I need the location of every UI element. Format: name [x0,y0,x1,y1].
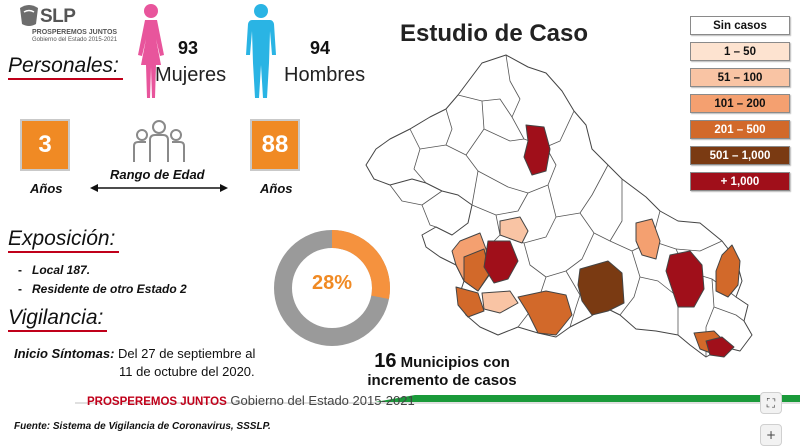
municipality-map [365,54,753,358]
municipality-orange-light [481,290,519,314]
exposicion-list: Local 187. Residente de otro Estado 2 [18,263,187,301]
inicio-sintomas: Inicio Síntomas: Del 27 de septiembre al… [14,345,255,381]
fit-screen-button[interactable]: ⛶ [760,392,782,414]
legend-item: 201 – 500 [690,120,790,139]
municipality-brown [577,260,625,316]
municipios-count: 16 Municipios con incremento de casos [332,350,552,390]
legend-item: 1 – 50 [690,42,790,61]
age-range-label: Rango de Edad [110,167,205,182]
max-age-box: 88 [250,119,300,171]
exposicion-item: Local 187. [18,263,187,277]
donut-fill-arc [274,230,390,346]
municipality-red [523,124,551,176]
municipality-red [665,250,705,308]
footer-gov: Gobierno del Estado 2015-2021 [230,393,415,408]
female-figure-icon [138,4,164,98]
municipios-line1: Municipios con [400,354,510,371]
legend-item: + 1,000 [690,172,790,191]
municipality-red [705,336,735,358]
municipality-orange-dark [455,286,485,318]
inicio-sintomas-line1: Del 27 de septiembre al [118,346,256,361]
legend-item: 51 – 100 [690,68,790,87]
hombres-label: Hombres [284,64,366,86]
plus-icon: + [765,428,777,442]
footer-pj: PROSPEREMOS JUNTOS [87,396,227,408]
logo-brand: SLP [40,6,76,27]
range-arrow-icon [90,184,228,192]
zoom-in-button[interactable]: + [760,424,782,446]
footer-bar [75,395,800,404]
personales-label: Personales: [8,54,123,80]
min-age-box: 3 [20,119,70,171]
exposicion-label: Exposición: [8,227,120,253]
municipality-orange-dark [463,248,491,292]
male-figure-icon [246,4,276,98]
legend-item: 501 – 1,000 [690,146,790,165]
logo-government: Gobierno del Estado 2015-2021 [32,37,118,43]
municipios-number: 16 [374,350,397,372]
source-note: Fuente: Sistema de Vigilancia de Coronav… [14,421,271,432]
exposicion-item: Residente de otro Estado 2 [18,282,187,296]
people-group-icon [133,120,185,162]
page-title: Estudio de Caso [400,20,589,47]
max-age-unit: Años [260,181,293,196]
municipality-orange-light [635,218,661,260]
footer-slogan: PROSPEREMOS JUNTOS Gobierno del Estado 2… [87,393,415,408]
legend-item: Sin casos [690,16,790,35]
municipality-borders [389,54,745,357]
logo-slogan: PROSPEREMOS JUNTOS [32,29,118,36]
slp-crest-icon [20,5,38,26]
percentage-donut [274,230,390,346]
mujeres-count: 93 [178,38,199,58]
fit-screen-icon: ⛶ [766,395,776,410]
mujeres-label: Mujeres [155,64,227,86]
donut-value: 28% [311,272,353,294]
municipality-orange-dark [715,244,741,298]
slp-logo: SLP PROSPEREMOS JUNTOS Gobierno del Esta… [8,4,117,48]
min-age-unit: Años [30,181,63,196]
vigilancia-label: Vigilancia: [8,306,108,332]
inicio-sintomas-line2: 11 de octubre del 2020. [119,364,255,379]
municipality-orange-dark [517,290,573,336]
municipality-orange-light [499,216,529,244]
municipios-line2: incremento de casos [367,372,517,389]
inicio-sintomas-label: Inicio Síntomas: [14,346,115,361]
hombres-count: 94 [310,38,331,58]
map-legend: Sin casos 1 – 50 51 – 100 101 – 200 201 … [690,16,790,198]
legend-item: 101 – 200 [690,94,790,113]
municipality-red [483,240,519,284]
